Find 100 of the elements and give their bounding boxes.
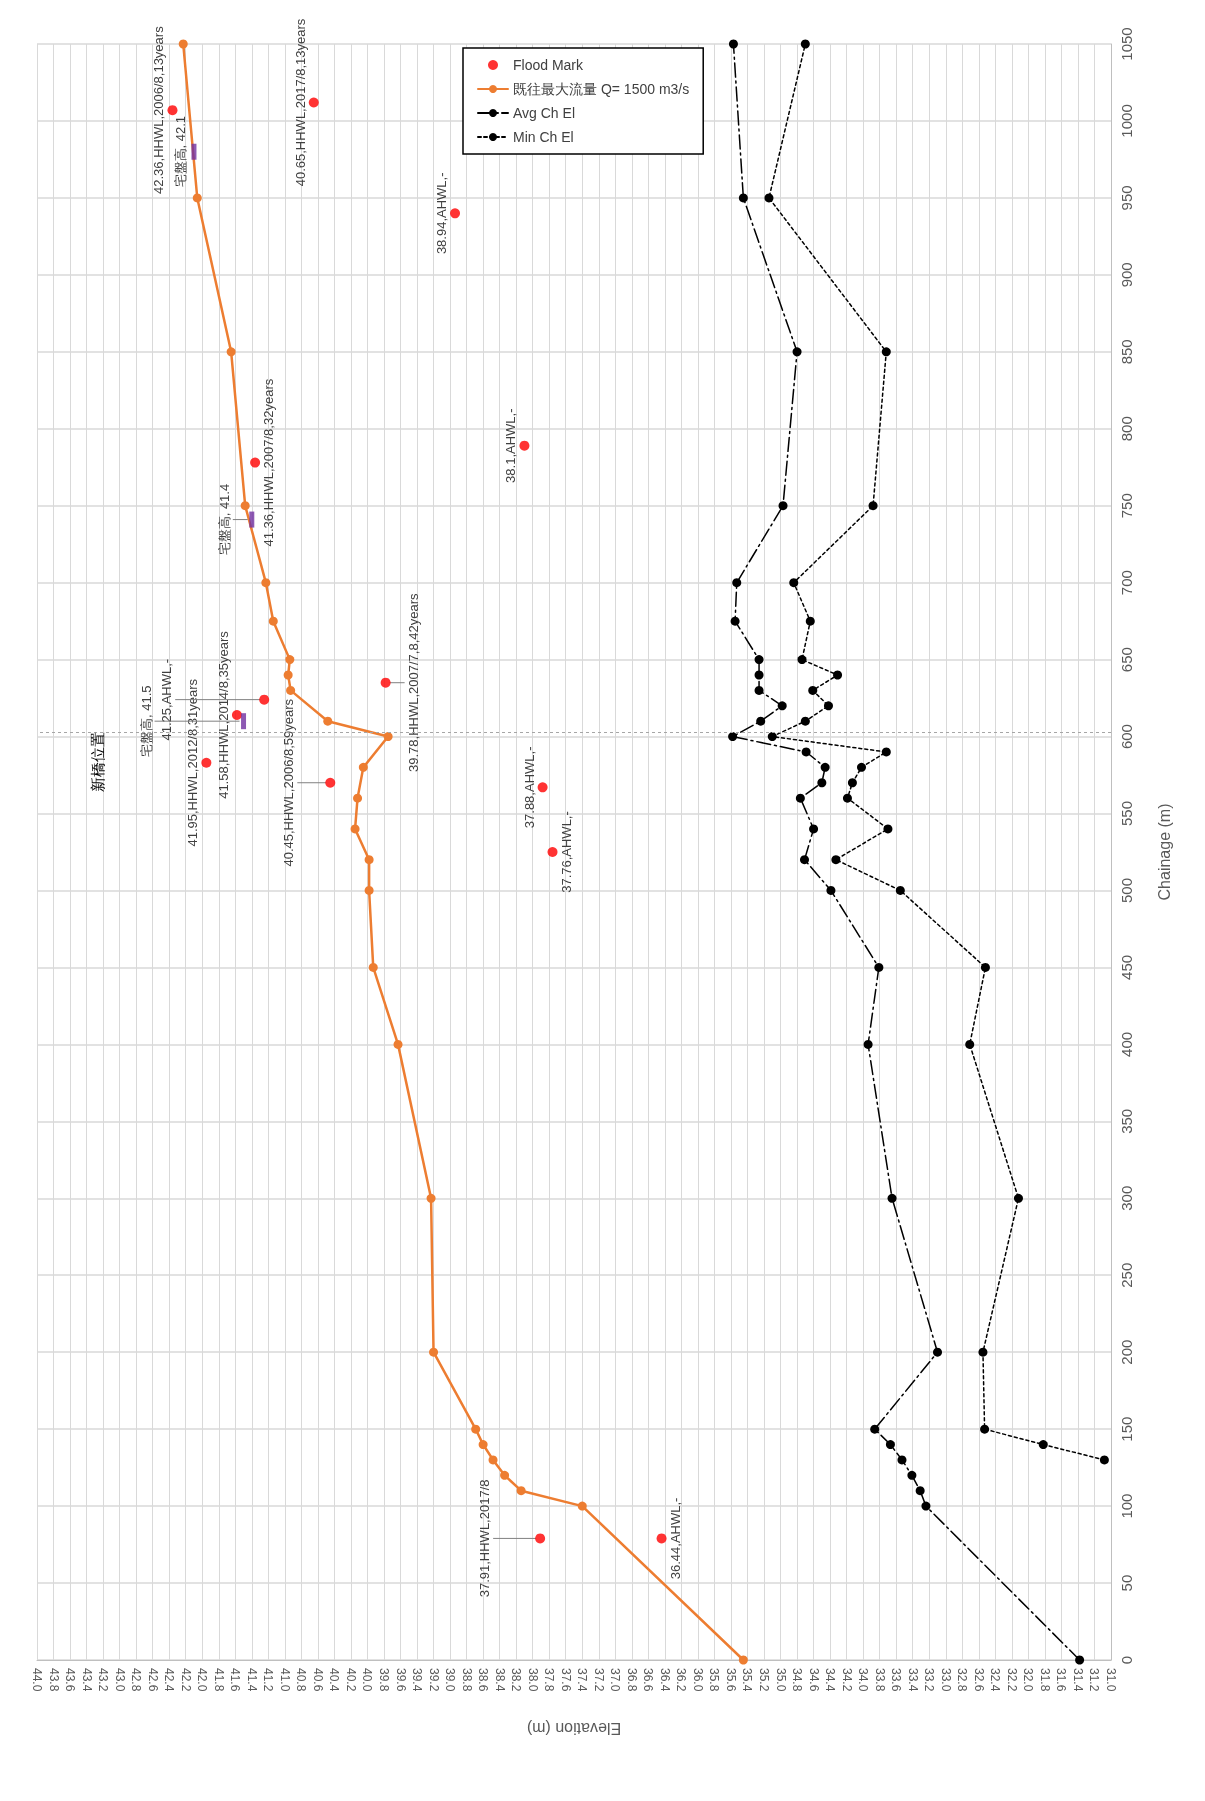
x-tick-label: 32.2 — [1004, 1668, 1019, 1692]
point — [874, 962, 884, 972]
point — [895, 885, 905, 895]
point — [547, 847, 558, 857]
annotation: 37.88,AHWL,- — [521, 746, 537, 829]
point — [358, 762, 368, 772]
x-tick-label: 37.0 — [608, 1668, 623, 1692]
point — [226, 347, 236, 357]
point — [754, 670, 764, 680]
y-tick-label: 200 — [1118, 1339, 1135, 1365]
x-tick-label: 34.0 — [856, 1668, 871, 1692]
y-tick-label: 600 — [1118, 724, 1135, 750]
point — [800, 855, 809, 865]
x-tick-label: 33.0 — [938, 1668, 953, 1692]
point — [250, 457, 261, 468]
x-tick-label: 38.2 — [509, 1668, 524, 1692]
point — [268, 616, 278, 626]
x-tick-label: 42.4 — [162, 1668, 177, 1692]
x-tick-label: 38.8 — [459, 1668, 474, 1692]
point — [777, 701, 787, 711]
x-tick-label: 32.6 — [971, 1668, 986, 1692]
x-tick-label: 31.8 — [1037, 1668, 1052, 1692]
annotation: 41.36,HHWL,2007/8,32years — [261, 378, 277, 547]
point — [980, 962, 990, 972]
point — [364, 885, 374, 895]
x-tick-label: 40.8 — [294, 1668, 309, 1692]
y-tick-label: 1000 — [1118, 104, 1135, 138]
point — [350, 824, 360, 834]
point — [450, 208, 461, 219]
point — [885, 1440, 895, 1450]
x-tick-label: 39.2 — [426, 1668, 441, 1692]
point — [933, 1347, 943, 1357]
point — [283, 670, 293, 680]
annotation: 36.44,AHWL,- — [667, 1497, 683, 1580]
x-tick-label: 33.4 — [905, 1668, 920, 1692]
annotation: 40.65,HHWL,2017/8,13years — [292, 18, 308, 187]
point — [535, 1533, 546, 1544]
x-tick-label: 40.6 — [310, 1668, 325, 1692]
annotation: 38.1,AHWL,- — [503, 408, 519, 483]
y-tick-label: 300 — [1118, 1185, 1135, 1211]
annotation: 42.36,HHWL,2006/8,13years — [151, 25, 167, 195]
x-tick-label: 42.2 — [178, 1668, 193, 1692]
point — [730, 616, 740, 626]
y-tick-label: 750 — [1118, 493, 1135, 519]
x-tick-label: 35.6 — [723, 1668, 738, 1692]
point — [519, 440, 530, 451]
x-tick-label: 35.2 — [757, 1668, 772, 1692]
x-tick-label: 38.0 — [525, 1668, 540, 1692]
point — [883, 824, 893, 834]
point — [767, 732, 777, 742]
x-tick-label: 40.4 — [327, 1668, 342, 1692]
annotation: 38.94,AHWL,- — [434, 172, 450, 255]
x-axis-title: Elevation (m) — [526, 1719, 622, 1737]
point — [881, 747, 891, 757]
x-tick-label: 38.6 — [476, 1668, 491, 1692]
x-tick-label: 43.4 — [79, 1668, 94, 1692]
point — [259, 694, 270, 705]
point — [308, 97, 319, 108]
x-tick-label: 34.4 — [823, 1668, 838, 1692]
annotation: 41.25,AHWL,- — [159, 658, 175, 741]
point — [192, 193, 202, 203]
annotation: 宅盤高, 42.1 — [172, 115, 188, 188]
point — [833, 670, 843, 680]
annotation: 41.58,HHWL,2014/8,35years — [215, 630, 231, 799]
y-tick-label: 800 — [1118, 416, 1135, 442]
point — [732, 578, 742, 588]
point — [795, 793, 805, 803]
point — [471, 1424, 481, 1434]
point — [800, 716, 810, 726]
point — [831, 855, 841, 865]
point — [261, 578, 271, 588]
x-tick-label: 36.6 — [641, 1668, 656, 1692]
point — [656, 1533, 667, 1544]
x-tick-label: 33.8 — [872, 1668, 887, 1692]
point — [980, 1424, 990, 1434]
y-tick-label: 150 — [1118, 1416, 1135, 1442]
y-tick-label: 650 — [1118, 647, 1135, 673]
point — [978, 1347, 988, 1357]
point — [857, 762, 866, 772]
point — [842, 793, 852, 803]
point — [323, 716, 333, 726]
y-tick-label: 250 — [1118, 1262, 1135, 1288]
point — [1099, 1455, 1109, 1465]
point — [364, 855, 374, 865]
x-tick-label: 33.2 — [922, 1668, 937, 1692]
point — [201, 757, 212, 768]
x-tick-label: 33.6 — [889, 1668, 904, 1692]
point — [286, 685, 296, 695]
x-tick-label: 36.2 — [674, 1668, 689, 1692]
point — [847, 778, 857, 788]
point — [809, 824, 819, 834]
x-tick-label: 42.6 — [145, 1668, 160, 1692]
point — [285, 655, 295, 665]
point — [817, 778, 827, 788]
annotation: 宅盤高, 41.5 — [138, 685, 154, 757]
point — [368, 962, 378, 972]
point — [881, 347, 891, 357]
point — [537, 782, 548, 793]
point — [915, 1486, 925, 1496]
x-tick-label: 32.4 — [988, 1668, 1003, 1692]
